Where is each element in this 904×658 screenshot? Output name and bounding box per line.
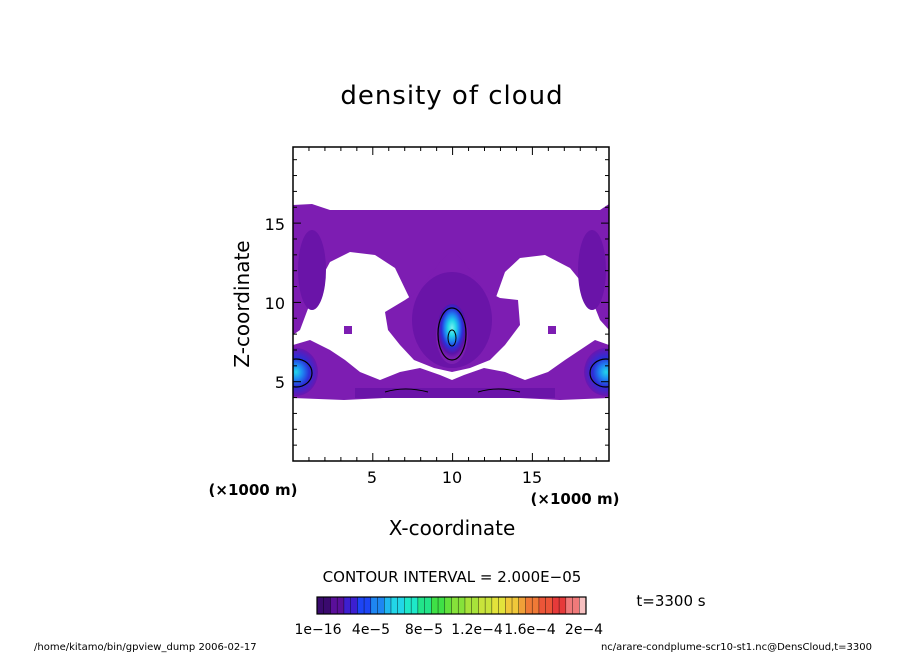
colorbar-cell: [337, 597, 345, 614]
colorbar-cell: [471, 597, 479, 614]
y-tick-label: 10: [265, 294, 285, 313]
colorbar-tick-label: 4e−5: [352, 622, 390, 638]
x-tick-label: 5: [367, 468, 377, 487]
y-unit-label: (×1000 m): [209, 481, 298, 499]
colorbar-cell: [478, 597, 486, 614]
colorbar-cell: [538, 597, 546, 614]
colorbar-cell: [579, 597, 587, 614]
colorbar-cell: [424, 597, 432, 614]
colorbar-tick-label: 1e−16: [294, 622, 341, 638]
colorbar-cell: [370, 597, 378, 614]
colorbar-cell: [364, 597, 372, 614]
colorbar-cell: [438, 597, 446, 614]
y-tick-label: 5: [275, 373, 285, 392]
colorbar-cell: [390, 597, 398, 614]
colorbar-cell: [525, 597, 533, 614]
left-edge-contour: [293, 358, 313, 388]
colorbar-cell: [545, 597, 553, 614]
cloud-column-right: [578, 230, 606, 310]
colorbar-cell: [404, 597, 412, 614]
colorbar-cell: [411, 597, 419, 614]
colorbar-cell: [464, 597, 472, 614]
colorbar-cell: [565, 597, 573, 614]
lower-band-strip: [355, 388, 555, 398]
chart-title: density of cloud: [340, 81, 563, 111]
right-edge-contour: [589, 358, 609, 388]
colorbar-cell: [512, 597, 520, 614]
lower-band: [293, 340, 609, 400]
bottom-contour-right: [477, 388, 521, 393]
colorbar-cell: [357, 597, 365, 614]
colorbar-cell: [485, 597, 493, 614]
colorbar-cell: [518, 597, 526, 614]
colorbar-cell: [317, 597, 325, 614]
colorbar-cell: [384, 597, 392, 614]
speckle: [340, 390, 350, 396]
axis-ticks: [293, 147, 609, 461]
y-axis-label: Z-coordinate: [230, 240, 254, 367]
heatmap-field: [293, 204, 609, 400]
colorbar-tick-label: 1.6e−4: [504, 622, 556, 638]
colorbar-cell: [431, 597, 439, 614]
footer-left: /home/kitamo/bin/gpview_dump 2006-02-17: [34, 642, 257, 653]
cloud-column-left: [298, 230, 326, 310]
colorbar-cell: [323, 597, 331, 614]
speckle: [344, 326, 352, 334]
plot-frame: [292, 146, 610, 462]
colorbar-cell: [552, 597, 560, 614]
speckle: [548, 326, 556, 334]
colorbar-cell: [491, 597, 499, 614]
colorbar-cell: [451, 597, 459, 614]
time-label: t=3300 s: [636, 592, 705, 610]
colorbar-cell: [532, 597, 540, 614]
colorbar-cell: [505, 597, 513, 614]
colorbar-cell: [559, 597, 567, 614]
colorbar-cell: [458, 597, 466, 614]
colorbar-tick-label: 2e−4: [565, 622, 603, 638]
left-edge-blob: [293, 348, 318, 396]
right-edge-blob: [584, 348, 609, 396]
bottom-contour-left: [384, 388, 429, 393]
colorbar-frame: [316, 596, 587, 615]
colorbar-cell: [350, 597, 358, 614]
colorbar-cell: [330, 597, 338, 614]
x-axis-label: X-coordinate: [389, 516, 516, 540]
central-plume-core: [436, 304, 468, 364]
colorbar-tick-label: 8e−5: [405, 622, 443, 638]
contour-interval-label: CONTOUR INTERVAL = 2.000E−05: [323, 568, 582, 586]
footer-right: nc/arare-condplume-scr10-st1.nc@DensClou…: [601, 642, 872, 653]
colorbar-cell: [397, 597, 405, 614]
y-tick-label: 15: [265, 215, 285, 234]
x-tick-label: 15: [522, 468, 542, 487]
colorbar-tick-label: 1.2e−4: [451, 622, 503, 638]
colorbar-cell: [572, 597, 580, 614]
core-contour-inner: [447, 329, 457, 347]
colorbar-cell: [444, 597, 452, 614]
colorbar-cell: [417, 597, 425, 614]
x-unit-label: (×1000 m): [531, 490, 620, 508]
core-contour-outer: [437, 307, 467, 361]
x-tick-label: 10: [442, 468, 462, 487]
colorbar-cell: [343, 597, 351, 614]
colorbar-cell: [377, 597, 385, 614]
colorbar: [316, 597, 587, 614]
colorbar-cell: [498, 597, 506, 614]
